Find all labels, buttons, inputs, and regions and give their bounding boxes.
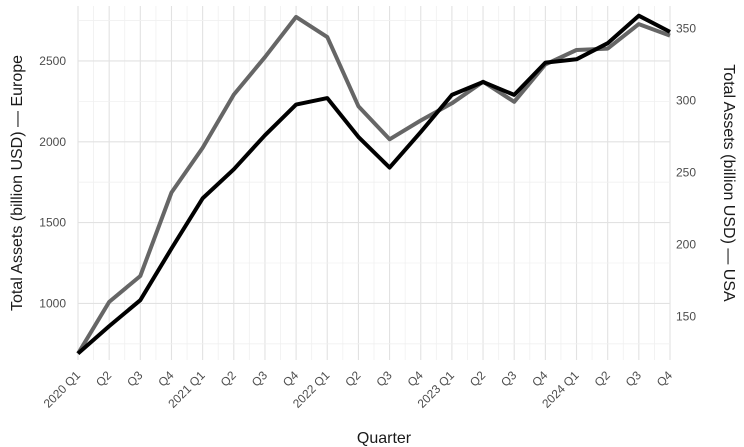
- x-tick-label: Q4: [155, 368, 176, 389]
- y-axis-right-tick-labels: 150 200 250 300 350: [676, 21, 696, 323]
- series-lines: [76, 13, 671, 356]
- x-tick-label: Q3: [249, 368, 270, 389]
- x-tick-label: Q2: [592, 368, 613, 389]
- x-tick-label: Q3: [623, 368, 644, 389]
- x-tick-label: Q3: [373, 368, 394, 389]
- x-tick-label: Q3: [498, 368, 519, 389]
- y-right-tick-label: 350: [676, 21, 696, 35]
- y-axis-right-title: Total Assets (billion USD) — USA: [720, 64, 737, 302]
- x-tick-label: Q2: [342, 368, 363, 389]
- x-tick-label: Q4: [529, 368, 550, 389]
- y-right-tick-label: 200: [676, 237, 696, 251]
- x-tick-label: 2020 Q1: [41, 368, 84, 411]
- y-right-tick-label: 250: [676, 165, 696, 179]
- y-axis-left-tick-labels: 1000 1500 2000 2500: [39, 54, 66, 310]
- x-tick-label: Q2: [467, 368, 488, 389]
- y-left-tick-label: 1500: [39, 216, 66, 230]
- x-tick-label: Q2: [93, 368, 114, 389]
- y-right-tick-label: 300: [676, 93, 696, 107]
- series-line-usa: [76, 14, 671, 355]
- x-tick-label: Q4: [280, 368, 301, 389]
- series-line-europe: [76, 13, 671, 356]
- x-tick-label: Q3: [124, 368, 145, 389]
- y-axis-left-title: Total Assets (billion USD) — Europe: [9, 55, 26, 311]
- x-tick-label: Q2: [218, 368, 239, 389]
- x-tick-label: Q4: [654, 368, 675, 389]
- y-left-tick-label: 2000: [39, 135, 66, 149]
- x-axis-title: Quarter: [357, 430, 412, 447]
- x-tick-label: Q4: [405, 368, 426, 389]
- y-left-tick-label: 1000: [39, 296, 66, 310]
- y-left-tick-label: 2500: [39, 54, 66, 68]
- y-right-tick-label: 150: [676, 309, 696, 323]
